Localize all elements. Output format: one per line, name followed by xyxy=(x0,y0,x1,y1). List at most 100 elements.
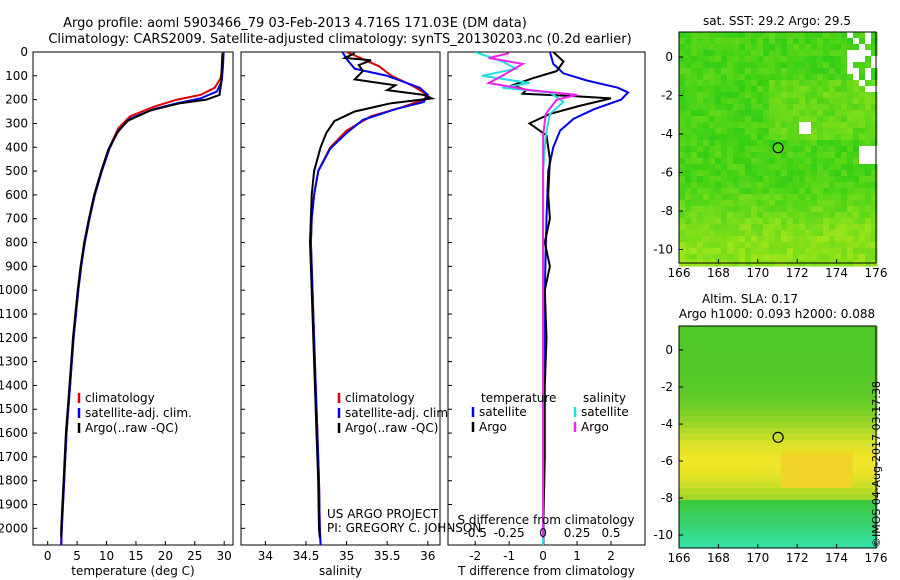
plot-frame xyxy=(447,51,646,546)
sst-map-title: sat. SST: 29.2 Argo: 29.5 xyxy=(703,14,851,28)
map-y-tick-label: -4 xyxy=(661,127,673,141)
series-line-t-argo xyxy=(509,52,612,538)
diff-legend-sal-title: salinity xyxy=(583,391,626,405)
x-tick-label: 15 xyxy=(128,549,143,563)
x-axis-label: T difference from climatology xyxy=(457,564,635,578)
sla-map-title-line1: Altim. SLA: 0.17 xyxy=(702,292,798,306)
y-tick-label: 500 xyxy=(5,164,28,178)
map-frame xyxy=(678,325,877,549)
map-frame xyxy=(678,31,877,264)
map-x-tick-label: 174 xyxy=(825,551,848,565)
y-tick-label: 100 xyxy=(5,69,28,83)
map-y-tick-label: -10 xyxy=(653,243,673,257)
series-line-t-satellite xyxy=(542,52,630,545)
map-x-tick-label: 166 xyxy=(668,551,691,565)
series-line-argo-raw-qc- xyxy=(308,52,436,538)
map-y-tick-label: 0 xyxy=(665,343,673,357)
argo-location-marker xyxy=(772,431,784,443)
map-x-tick-label: 176 xyxy=(865,551,888,565)
temp-legend-label: climatology xyxy=(85,391,155,405)
y-tick-label: 900 xyxy=(5,259,28,273)
diff-legend-sal-label: satellite xyxy=(581,405,629,419)
map-field xyxy=(679,326,878,549)
y-tick-label: 1700 xyxy=(0,450,28,464)
map-y-tick-label: -2 xyxy=(661,380,673,394)
map-y-tick-label: -6 xyxy=(661,166,673,180)
salinity-diff-tick-label: -0.5 xyxy=(463,526,486,540)
pi-annotation: PI: GREGORY C. JOHNSON xyxy=(327,521,481,535)
map-x-tick-label: 172 xyxy=(786,551,809,565)
sal-legend-label: climatology xyxy=(345,391,415,405)
map-y-tick-label: -10 xyxy=(653,528,673,542)
diff-legend-temp-label: satellite xyxy=(479,405,527,419)
y-tick-label: 0 xyxy=(20,45,28,59)
series-line-s-argo xyxy=(485,52,578,538)
temp-legend-label: Argo(..raw -QC) xyxy=(85,421,178,435)
map-x-tick-label: 168 xyxy=(707,551,730,565)
sla-map-title-line2: Argo h1000: 0.093 h2000: 0.088 xyxy=(679,307,875,321)
salinity-diff-tick-label: 0 xyxy=(539,526,547,540)
salinity-diff-tick-label: 0.5 xyxy=(601,526,620,540)
x-tick-label: 34.5 xyxy=(293,549,320,563)
x-tick-label: 20 xyxy=(158,549,173,563)
sal-legend-label: Argo(..raw -QC) xyxy=(345,421,438,435)
temp-legend-label: satellite-adj. clim. xyxy=(85,406,192,420)
y-tick-label: 1900 xyxy=(0,498,28,512)
map-x-tick-label: 168 xyxy=(707,266,730,280)
map-y-tick-label: -2 xyxy=(661,89,673,103)
sla-map-panel: 166 168 170 172 174 176 0 -2 -4 -6 -8 -10 Altim. SLA… xyxy=(653,292,887,565)
map-y-tick-label: -6 xyxy=(661,454,673,468)
imos-stamp: ©IMOS 04-Aug-2017 03:17:38 xyxy=(870,381,883,548)
sst-map-panel: 166 168 170 172 174 176 0 -2 -4 -6 -8 -10 sat. SST: … xyxy=(653,14,887,280)
x-tick-label: 0 xyxy=(44,549,52,563)
x-tick-label: 30 xyxy=(217,549,232,563)
diff-legend-temp-title: temperature xyxy=(481,391,556,405)
map-y-tick-label: -8 xyxy=(661,204,673,218)
map-x-tick-label: 170 xyxy=(746,551,769,565)
x-tick-label: 25 xyxy=(187,549,202,563)
salinity-panel: 34 34.5 35 35.5 36 salinity climatologysatelli… xyxy=(240,51,452,578)
y-tick-label: 400 xyxy=(5,140,28,154)
x-tick-label: -1 xyxy=(503,549,515,563)
sal-legend-label: satellite-adj. clim. xyxy=(345,406,452,420)
x-tick-label: -2 xyxy=(469,549,481,563)
plot-frame xyxy=(240,51,441,546)
x-axis-label: temperature (deg C) xyxy=(71,564,194,578)
map-y-tick-label: -8 xyxy=(661,491,673,505)
figure-title-line1: Argo profile: aoml 5903466_79 03-Feb-201… xyxy=(63,16,527,31)
x-tick-label: 35 xyxy=(339,549,354,563)
y-tick-label: 700 xyxy=(5,212,28,226)
x-tick-label: 36 xyxy=(420,549,435,563)
map-x-tick-label: 166 xyxy=(668,266,691,280)
x-axis-label: salinity xyxy=(319,564,362,578)
map-y-tick-label: 0 xyxy=(665,50,673,64)
x-tick-label: 35.5 xyxy=(374,549,401,563)
salinity-diff-axis-label: S difference from climatology xyxy=(458,513,635,527)
x-tick-label: 5 xyxy=(73,549,81,563)
map-x-tick-label: 172 xyxy=(786,266,809,280)
y-tick-label: 1100 xyxy=(0,307,28,321)
y-tick-label: 600 xyxy=(5,188,28,202)
difference-panel: -2 -1 0 1 2T difference from climatology -0.5… xyxy=(447,51,646,578)
temperature-panel: 0100200300400500600700800900100011001200… xyxy=(0,45,234,578)
diff-legend-temp-label: Argo xyxy=(479,420,507,434)
y-tick-label: 300 xyxy=(5,116,28,130)
y-tick-label: 1600 xyxy=(0,426,28,440)
map-field xyxy=(679,32,878,267)
salinity-diff-tick-label: -0.25 xyxy=(494,526,525,540)
y-tick-label: 1300 xyxy=(0,355,28,369)
y-tick-label: 1500 xyxy=(0,402,28,416)
map-x-tick-label: 176 xyxy=(865,266,888,280)
y-tick-label: 2000 xyxy=(0,521,28,535)
x-tick-label: 0 xyxy=(539,549,547,563)
salinity-diff-tick-label: 0.25 xyxy=(564,526,591,540)
argo-location-marker xyxy=(772,142,784,154)
y-tick-label: 1400 xyxy=(0,378,28,392)
x-tick-label: 1 xyxy=(573,549,581,563)
y-tick-label: 1000 xyxy=(0,283,28,297)
x-tick-label: 2 xyxy=(607,549,615,563)
series-line-argo-raw-qc- xyxy=(60,53,224,538)
x-tick-label: 10 xyxy=(99,549,114,563)
x-tick-label: 34 xyxy=(258,549,273,563)
